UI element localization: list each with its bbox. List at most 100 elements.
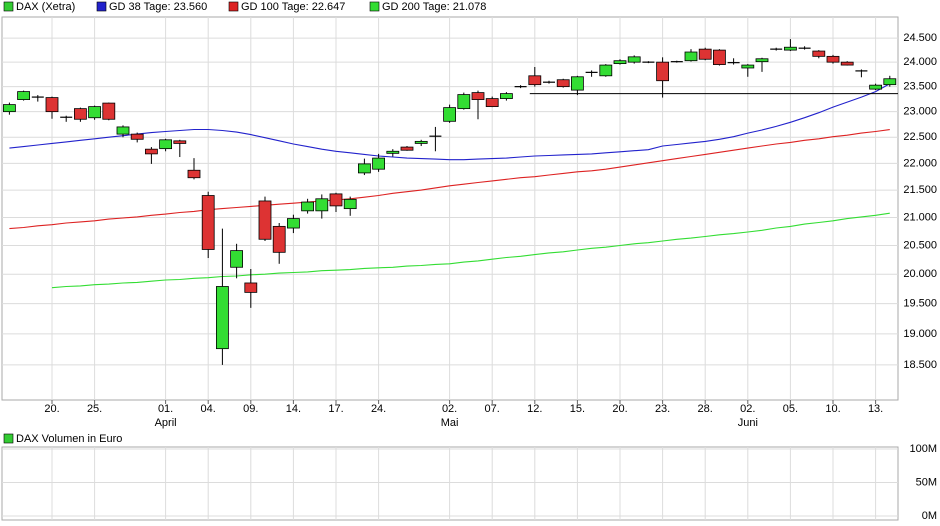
candle-body — [883, 78, 897, 86]
x-tick-label: 02. — [740, 403, 755, 415]
candle-body — [627, 56, 641, 63]
candle-body — [45, 97, 59, 113]
candle-body — [698, 48, 712, 60]
x-tick-label: 15. — [570, 403, 585, 415]
candle-body — [571, 76, 584, 91]
y-tick-label: 0M — [922, 510, 937, 522]
candle-body — [173, 140, 187, 144]
legend-swatch — [228, 1, 239, 12]
candle-body — [357, 163, 371, 174]
y-tick-label: 24.500 — [903, 32, 937, 44]
candle-body — [755, 58, 769, 63]
x-tick-label: 17. — [328, 403, 343, 415]
candle-body — [130, 133, 144, 140]
x-tick-label: 25. — [87, 403, 102, 415]
legend-label: GD 200 Tage: 21.078 — [382, 1, 486, 13]
y-tick-label: 20.000 — [903, 268, 937, 280]
y-tick-label: 22.000 — [903, 157, 937, 169]
candle-body — [400, 146, 414, 151]
x-tick-label: 04. — [201, 403, 216, 415]
candle-body — [272, 225, 286, 253]
x-tick-label: 20. — [612, 403, 627, 415]
y-tick-label: 50M — [916, 476, 937, 488]
candle-body — [784, 46, 797, 51]
legend-swatch — [96, 1, 107, 12]
legend-swatch — [3, 1, 14, 12]
candle-body — [74, 108, 87, 120]
x-tick-label: 02. — [442, 403, 457, 415]
legend-label: GD 100 Tage: 22.647 — [241, 1, 345, 13]
candle-body — [301, 201, 315, 212]
candle-body — [286, 218, 300, 229]
candle-body — [88, 106, 101, 119]
candle-body — [684, 51, 698, 62]
candle-body — [17, 91, 31, 100]
candle-body — [144, 148, 158, 155]
y-tick-label: 19.500 — [903, 298, 937, 310]
month-label: Mai — [441, 417, 459, 429]
ma-line — [51, 212, 890, 289]
candle-body — [457, 94, 471, 110]
x-tick-label: 05. — [783, 403, 798, 415]
x-tick-label: 20. — [44, 403, 59, 415]
x-tick-label: 13. — [868, 403, 883, 415]
x-tick-label: 09. — [243, 403, 258, 415]
candle-body — [713, 49, 726, 65]
x-tick-label: 07. — [485, 403, 500, 415]
x-tick-label: 14. — [286, 403, 301, 415]
candle-body — [244, 282, 258, 293]
x-tick-label: 23. — [655, 403, 670, 415]
candle-body — [485, 98, 499, 108]
x-tick-label: 24. — [371, 403, 386, 415]
ma-line — [9, 83, 891, 161]
y-tick-label: 18.500 — [903, 359, 937, 371]
candle-body — [315, 198, 329, 212]
candle-body — [869, 84, 882, 90]
month-label: Juni — [738, 417, 758, 429]
y-tick-label: 22.500 — [903, 131, 937, 143]
candle-body — [102, 102, 116, 120]
candle-body — [230, 250, 244, 268]
candle-body — [3, 104, 16, 113]
candle-body — [826, 55, 840, 63]
x-tick-label: 28. — [698, 403, 713, 415]
legend-swatch — [3, 433, 14, 444]
candle-body — [656, 61, 669, 82]
candle-body — [599, 64, 613, 77]
y-tick-label: 100M — [909, 443, 937, 455]
candle-body — [812, 50, 826, 57]
candle-body — [471, 92, 485, 100]
month-label: April — [155, 417, 177, 429]
candle-body — [329, 193, 343, 207]
legend-label: DAX (Xetra) — [16, 1, 75, 13]
legend-swatch — [369, 1, 380, 12]
candle-body — [613, 60, 627, 65]
candle-body — [443, 107, 457, 122]
candle-body — [215, 286, 229, 350]
candle-body — [159, 139, 173, 150]
y-tick-label: 21.000 — [903, 211, 937, 223]
legend-label: DAX Volumen in Euro — [16, 433, 122, 445]
x-tick-label: 10. — [825, 403, 840, 415]
y-tick-label: 24.000 — [903, 56, 937, 68]
ma-line — [9, 129, 890, 230]
x-tick-label: 01. — [158, 403, 173, 415]
x-tick-label: 12. — [527, 403, 542, 415]
y-tick-label: 21.500 — [903, 184, 937, 196]
candle-body — [741, 64, 755, 69]
y-tick-label: 23.500 — [903, 81, 937, 93]
candle-body — [556, 79, 570, 88]
candle-body — [372, 157, 386, 170]
candle-body — [528, 75, 542, 86]
y-tick-label: 23.000 — [903, 106, 937, 118]
candle-body — [258, 200, 272, 240]
candle-body — [840, 61, 854, 66]
candle-body — [343, 198, 357, 210]
candle-body — [116, 126, 130, 135]
candle-body — [201, 195, 215, 250]
legend-label: GD 38 Tage: 23.560 — [109, 1, 207, 13]
y-tick-label: 20.500 — [903, 239, 937, 251]
candle-body — [414, 140, 428, 144]
